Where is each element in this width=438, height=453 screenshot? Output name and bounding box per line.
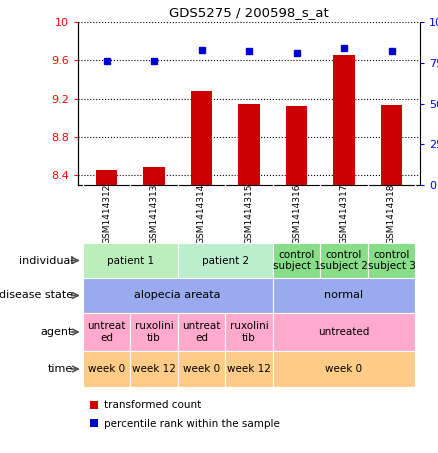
Bar [225,351,273,387]
Text: untreat
ed: untreat ed [182,321,221,343]
Text: normal: normal [325,290,364,300]
Bar [130,313,178,351]
Text: GSM1414316: GSM1414316 [292,184,301,244]
Text: GSM1414313: GSM1414313 [149,184,159,244]
Text: week 0: week 0 [183,364,220,374]
Text: patient 2: patient 2 [201,255,249,265]
Text: ruxolini
tib: ruxolini tib [230,321,268,343]
Bar [83,278,273,313]
Bar [178,313,225,351]
Bar [191,91,212,185]
Text: percentile rank within the sample: percentile rank within the sample [104,419,280,429]
Text: individual: individual [18,255,73,265]
Bar [83,351,130,387]
Text: untreated: untreated [318,327,370,337]
Text: disease state: disease state [0,290,73,300]
Bar [273,351,415,387]
Text: patient 1: patient 1 [107,255,154,265]
Bar [83,313,130,351]
Text: control
subject 2: control subject 2 [320,250,368,271]
Text: time: time [48,364,73,374]
Bar [96,170,117,185]
Text: GSM1414314: GSM1414314 [197,184,206,244]
Text: alopecia areata: alopecia areata [134,290,221,300]
Text: week 12: week 12 [132,364,176,374]
Text: transformed count: transformed count [104,400,201,410]
Text: GSM1414317: GSM1414317 [339,184,349,244]
Bar [368,243,415,278]
Bar [225,313,273,351]
Text: ruxolini
tib: ruxolini tib [134,321,173,343]
Text: week 0: week 0 [325,364,363,374]
Bar [320,243,368,278]
Bar [273,313,415,351]
Text: control
subject 3: control subject 3 [367,250,415,271]
Bar [178,351,225,387]
Bar [333,55,355,185]
Text: GSM1414312: GSM1414312 [102,184,111,244]
Bar [178,243,273,278]
Text: week 12: week 12 [227,364,271,374]
Text: untreat
ed: untreat ed [87,321,126,343]
Text: week 0: week 0 [88,364,125,374]
Bar [238,103,260,185]
Bar [143,167,165,185]
Title: GDS5275 / 200598_s_at: GDS5275 / 200598_s_at [169,6,329,19]
Bar [273,278,415,313]
Text: GSM1414315: GSM1414315 [244,184,254,244]
Bar [130,351,178,387]
Bar [273,243,320,278]
Bar [83,243,178,278]
Bar [381,106,402,185]
Text: agent: agent [41,327,73,337]
Text: GSM1414318: GSM1414318 [387,184,396,244]
Text: control
subject 1: control subject 1 [272,250,321,271]
Bar [286,106,307,185]
